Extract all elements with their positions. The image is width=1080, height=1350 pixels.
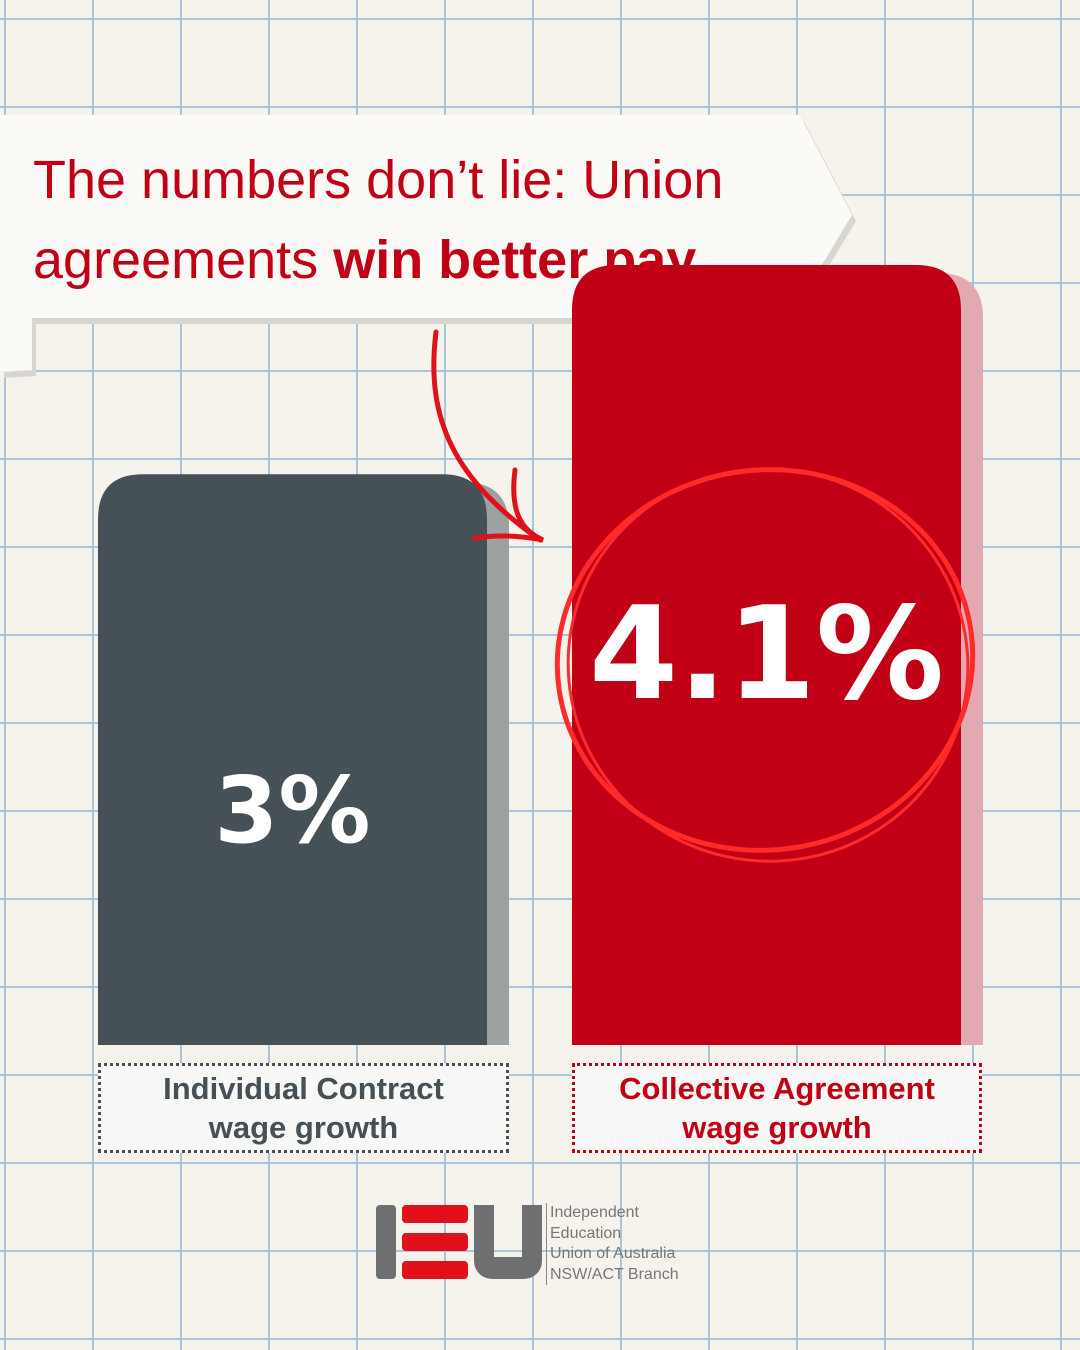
logo-e (402, 1205, 468, 1223)
value-label: 4.1% (589, 580, 944, 729)
bar (98, 474, 487, 1045)
logo-text: Independent Education Union of Australia… (546, 1203, 679, 1285)
logo-u (474, 1205, 542, 1279)
logo-line: NSW/ACT Branch (550, 1265, 679, 1283)
arrow (431, 329, 543, 543)
value-label: 3% (214, 757, 370, 864)
logo-mark (376, 1205, 542, 1279)
title: The numbers don’t lie: Union agreements … (33, 140, 833, 300)
logo-e (402, 1261, 468, 1279)
arrow-head (472, 467, 545, 543)
logo-e (402, 1233, 468, 1251)
highlight-circle (566, 467, 970, 863)
bar (572, 265, 961, 1045)
title-bold: win better pay (333, 230, 697, 290)
logo-line: Independent (550, 1204, 639, 1221)
logo-line: Union of Australia (550, 1245, 676, 1262)
logo-i (376, 1205, 396, 1279)
category-label: Individual Contract wage growth (98, 1063, 509, 1153)
title-text: The numbers don’t lie: Union agreements (33, 150, 724, 290)
category-label: Collective Agreement wage growth (572, 1063, 982, 1153)
logo-line: Education (550, 1224, 622, 1242)
